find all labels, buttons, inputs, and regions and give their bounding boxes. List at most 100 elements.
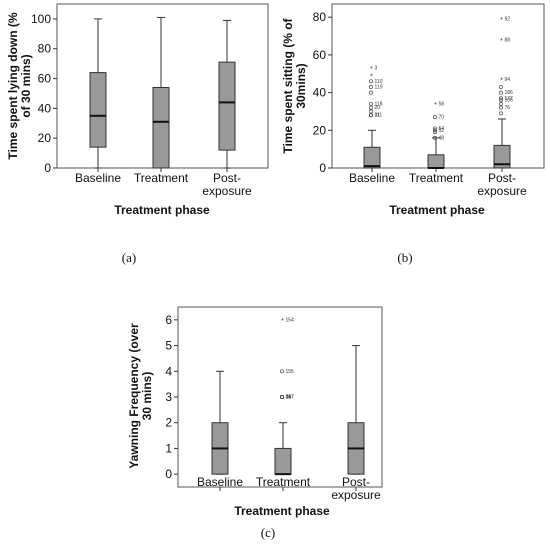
category-label-line: Post-: [342, 475, 370, 489]
outlier-label: 88: [505, 37, 511, 43]
y-tick-label: 20: [313, 123, 327, 137]
category-label: Treatment: [134, 171, 189, 185]
outlier-marker: [433, 128, 437, 133]
outlier-label: 118: [375, 101, 383, 107]
outlier-marker: [280, 395, 284, 399]
outlier-marker: [499, 96, 503, 101]
box-group: [347, 345, 365, 475]
category-label: Post-exposure: [477, 171, 527, 198]
outlier-label: 94: [505, 77, 511, 83]
y-axis-label: Time spent lying down (%of 30 mins): [6, 12, 33, 159]
y-axis-label-line: Time spent sitting (% of: [281, 17, 295, 153]
y-tick-label: 80: [38, 42, 52, 56]
y-axis-label-line: of 30 mins): [19, 54, 33, 117]
outlier-label: 106: [505, 98, 514, 104]
outlier-marker: [433, 115, 437, 120]
y-tick-label: 100: [31, 12, 51, 26]
y-tick-label: 0: [319, 161, 326, 175]
y-tick-label: 60: [313, 48, 327, 62]
category-label-line: exposure: [202, 184, 252, 198]
category-label: Baseline: [75, 171, 121, 185]
category-label-line: Treatment: [409, 171, 464, 185]
extreme-outlier-marker: *: [281, 318, 284, 325]
outlier-label: 39: [286, 395, 292, 401]
outlier-label: 3: [375, 66, 378, 72]
outlier-label: 177: [505, 96, 514, 102]
outlier-marker: [433, 130, 437, 135]
category-label: Treatment: [409, 171, 464, 185]
box-iqr: [152, 86, 170, 169]
outlier-label: 119: [375, 84, 383, 90]
outlier-marker: [499, 98, 503, 103]
outlier-marker: [499, 84, 503, 89]
outlier-marker: [499, 101, 503, 106]
box-group: [218, 19, 236, 169]
y-tick-label: 5: [165, 339, 172, 353]
y-tick-label: 40: [38, 101, 52, 115]
box-iqr: [363, 146, 381, 169]
outlier-label: 48: [439, 135, 445, 141]
outlier-label: 20: [375, 105, 381, 111]
category-label-line: Post-: [488, 171, 516, 185]
y-tick-label: 4: [165, 364, 172, 378]
plot-frame: [331, 3, 545, 169]
outlier-marker: [433, 135, 437, 140]
outlier-label: 154: [286, 317, 295, 323]
box-group: [211, 370, 229, 475]
category-label-line: Baseline: [197, 475, 243, 489]
outlier-marker: [369, 101, 373, 106]
y-tick-label: 6: [165, 313, 172, 327]
panel-label: (b): [397, 250, 412, 265]
outlier-label: 70: [439, 115, 445, 121]
outlier-label: 71: [286, 395, 292, 401]
category-label-line: Treatment: [256, 475, 311, 489]
y-tick-label: 40: [313, 86, 327, 100]
box-group: [89, 18, 107, 169]
boxplot-panel-c: 0 1 2 3 4 5 6 Yawning Frequency (over30 mins) Tr…: [127, 306, 383, 540]
outlier-label: 92: [505, 17, 511, 23]
y-tick-label: 20: [38, 131, 52, 145]
outlier-marker: [369, 79, 373, 84]
panel-label: (c): [261, 525, 275, 540]
y-tick-label: 1: [165, 441, 172, 455]
x-axis-label: Treatment phase: [114, 203, 210, 217]
category-label-line: exposure: [477, 184, 527, 198]
box-iqr: [89, 72, 107, 148]
extreme-outlier-marker: *: [500, 17, 503, 24]
category-label: Post-exposure: [202, 171, 252, 198]
outlier-label: 110: [375, 79, 383, 85]
outlier-marker: [280, 369, 284, 374]
outlier-label: 186: [505, 90, 514, 96]
category-label-line: Treatment: [134, 171, 189, 185]
category-label-line: Post-: [213, 171, 241, 185]
outlier-label: 52: [439, 128, 445, 134]
category-label: Treatment: [256, 475, 311, 489]
outlier-marker: [369, 109, 373, 114]
outlier-label: 31: [375, 113, 381, 119]
category-label-line: Baseline: [75, 171, 121, 185]
extreme-outlier-marker: *: [370, 74, 373, 81]
outlier-marker: [369, 113, 373, 118]
box-iqr: [274, 447, 292, 475]
y-tick-label: 0: [165, 467, 172, 481]
outlier-marker: [369, 84, 373, 89]
outlier-marker: [369, 105, 373, 110]
outlier-marker: [369, 90, 373, 95]
extreme-outlier-marker: *: [500, 77, 503, 84]
category-label-line: Baseline: [349, 171, 395, 185]
y-tick-label: 60: [38, 72, 52, 86]
outlier-label: 155: [286, 369, 295, 375]
panel-label: (a): [122, 250, 136, 265]
extreme-outlier-marker: *: [370, 66, 373, 73]
outlier-marker: [499, 111, 503, 116]
outlier-label: 54: [439, 126, 445, 132]
category-label: Post-exposure: [331, 475, 381, 502]
outlier-marker: [499, 90, 503, 95]
y-tick-label: 2: [165, 416, 172, 430]
y-tick-label: 0: [44, 161, 51, 175]
outlier-label: 76: [505, 105, 511, 111]
